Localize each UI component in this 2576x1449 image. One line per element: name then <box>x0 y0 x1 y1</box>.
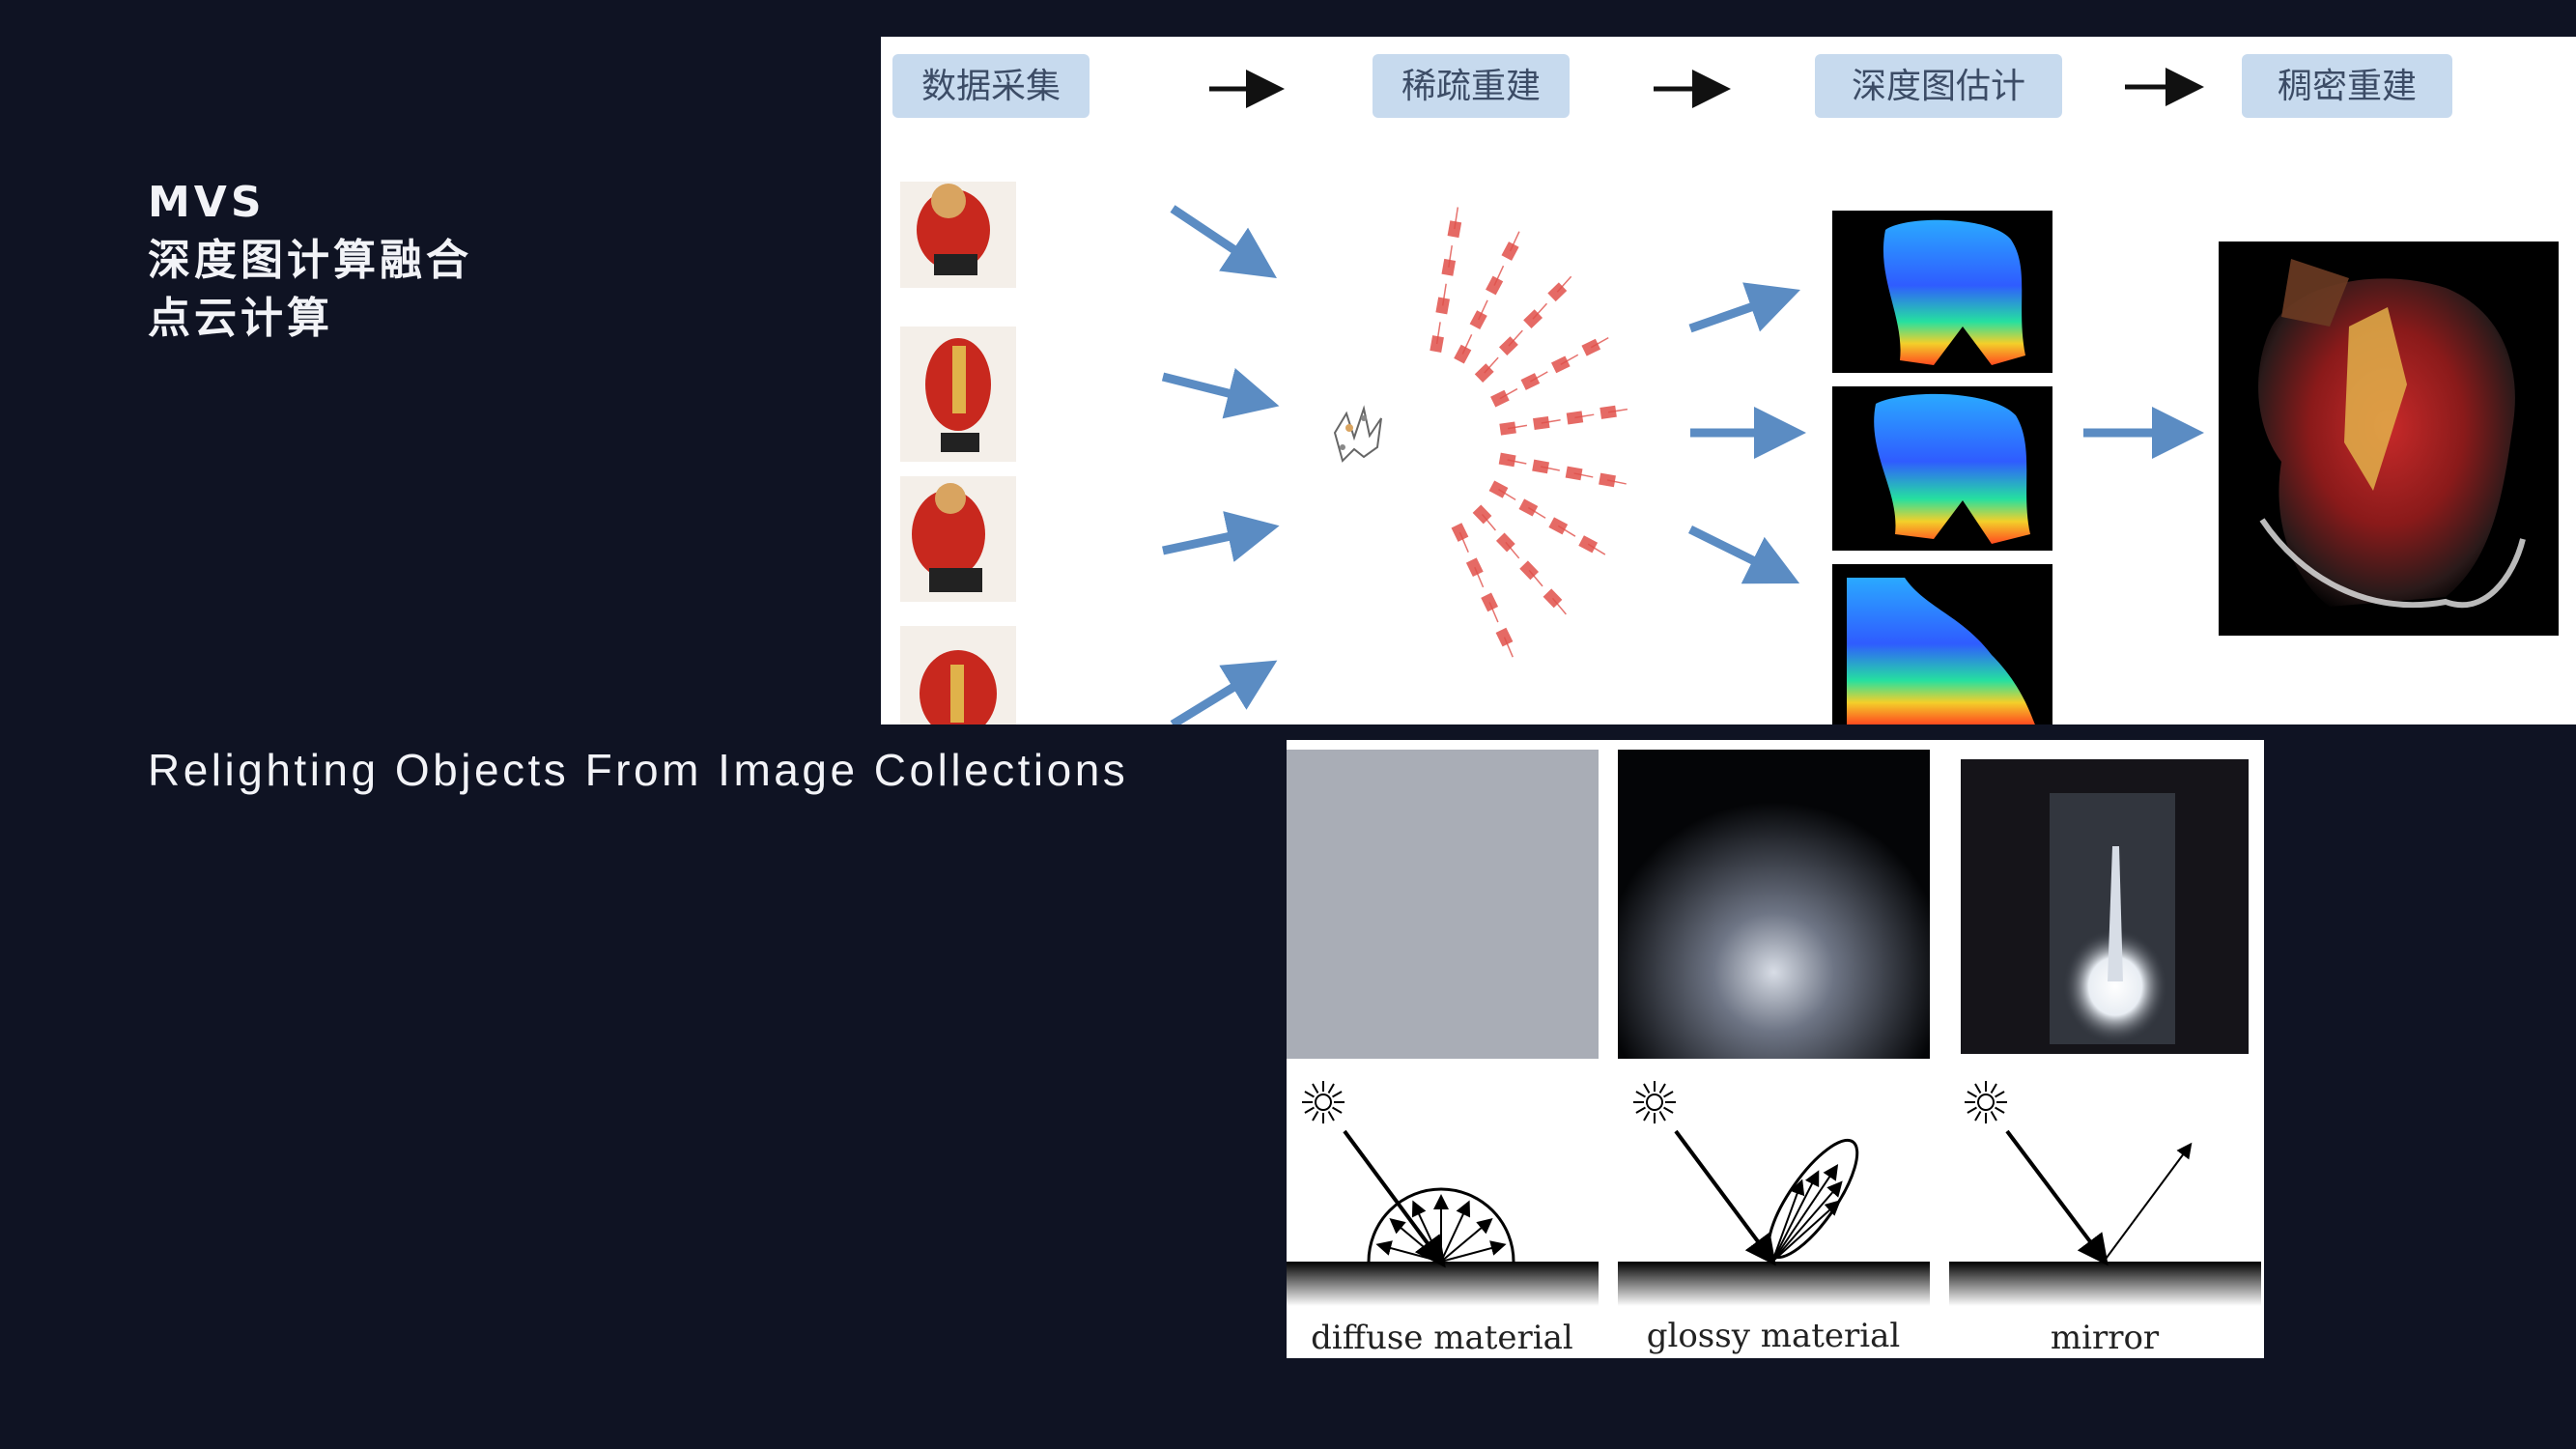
flow-arrow-photo-1 <box>1170 205 1277 278</box>
diffuse-photo <box>1287 750 1599 1059</box>
input-photo-1 <box>900 182 1016 288</box>
diffuse-label: diffuse material <box>1311 1319 1573 1357</box>
mvs-heading: MVS 深度图计算融合 点云计算 <box>148 174 472 348</box>
flow-arrow-sparse-1 <box>1688 282 1800 333</box>
input-photo-3 <box>900 476 1016 602</box>
flow-arrow-photo-4 <box>1170 660 1278 724</box>
input-photo-4 <box>900 626 1016 724</box>
glossy-ground <box>1618 1262 1930 1306</box>
mvs-heading-line-1: MVS <box>148 178 266 227</box>
sun-icon-3 <box>1965 1081 2007 1123</box>
camera-frustum-13 <box>1533 415 1550 431</box>
sun-icons <box>1302 1081 2007 1123</box>
sun-icon-1 <box>1302 1081 1345 1123</box>
flow-arrow-photo-3 <box>1162 511 1280 562</box>
stage-dense-reconstruction-label: 稠密重建 <box>2278 67 2417 106</box>
dense-reconstruction-image <box>2219 242 2559 636</box>
camera-frustum-27 <box>1447 220 1462 239</box>
depth-map-2 <box>1832 386 2052 551</box>
mirror-reflection-diagram <box>2005 1129 2193 1266</box>
mirror-ground <box>1949 1262 2261 1306</box>
mvs-heading-line-3: 点云计算 <box>148 294 333 343</box>
depth-map-3 <box>1832 564 2052 724</box>
camera-frustum-25 <box>1519 560 1540 581</box>
diffuse-ground <box>1287 1262 1599 1306</box>
stage-depth-estimation-label: 深度图估计 <box>1852 67 2025 106</box>
flow-arrow-sparse-3 <box>1688 525 1800 584</box>
camera-frustum-8 <box>1451 523 1469 542</box>
glossy-photo <box>1618 750 1930 1059</box>
depth-map-1 <box>1832 211 2052 373</box>
glossy-label: glossy material <box>1647 1317 1901 1355</box>
camera-frustum-15 <box>1518 498 1539 517</box>
relighting-heading: Relighting Objects From Image Collection… <box>148 745 1129 795</box>
stage-sparse-reconstruction-label: 稀疏重建 <box>1401 67 1541 106</box>
diffuse-lobe-diagram <box>1343 1129 1515 1268</box>
stage-sparse-reconstruction: 稀疏重建 <box>1373 54 1570 118</box>
glossy-lobe-diagram <box>1674 1129 1859 1266</box>
material-reflection-figure: diffuse material glossy material mirror <box>1287 740 2264 1358</box>
sparse-point-cloud <box>1333 405 1382 463</box>
camera-ring <box>1430 207 1628 658</box>
mvs-heading-line-2: 深度图计算融合 <box>148 236 472 285</box>
mirror-label: mirror <box>2051 1319 2160 1357</box>
input-photo-2 <box>900 327 1016 462</box>
camera-frustum-28 <box>1501 242 1519 261</box>
mvs-pipeline-figure: 数据采集 稀疏重建 深度图估计 稠密重建 <box>881 37 2576 724</box>
stage-data-collection-label: 数据采集 <box>921 67 1061 106</box>
stage-dense-reconstruction: 稠密重建 <box>2242 54 2452 118</box>
stage-data-collection: 数据采集 <box>892 54 1090 118</box>
sun-icon-2 <box>1633 1081 1676 1123</box>
flow-arrow-photo-2 <box>1161 368 1280 419</box>
mirror-photo <box>1949 750 2261 1059</box>
camera-frustum-19 <box>1486 275 1504 296</box>
stage-depth-estimation: 深度图估计 <box>1815 54 2062 118</box>
